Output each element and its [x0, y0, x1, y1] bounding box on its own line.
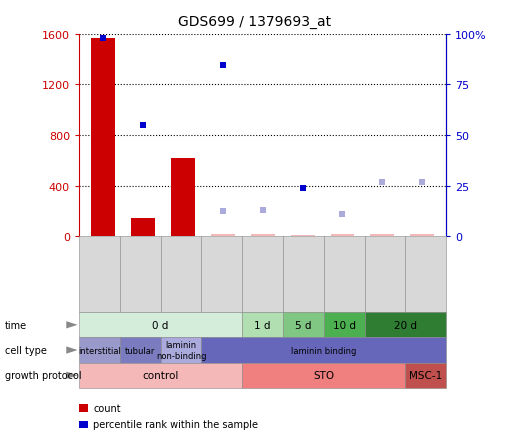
Text: time: time — [5, 320, 27, 330]
Bar — [171, 158, 194, 237]
Text: interstitial: interstitial — [78, 346, 121, 355]
Bar — [330, 235, 354, 237]
Text: laminin binding: laminin binding — [291, 346, 356, 355]
Text: 5 d: 5 d — [295, 320, 311, 330]
Text: control: control — [142, 371, 179, 380]
Text: percentile rank within the sample: percentile rank within the sample — [93, 420, 258, 429]
Text: 10 d: 10 d — [332, 320, 355, 330]
Text: count: count — [93, 403, 121, 413]
Text: growth protocol: growth protocol — [5, 371, 81, 380]
Text: 20 d: 20 d — [393, 320, 416, 330]
Text: laminin
non-binding: laminin non-binding — [155, 341, 206, 360]
Polygon shape — [66, 347, 77, 354]
Text: GDS699 / 1379693_at: GDS699 / 1379693_at — [178, 15, 331, 29]
Text: cell type: cell type — [5, 345, 47, 355]
Text: MSC-1: MSC-1 — [408, 371, 442, 380]
Bar — [250, 235, 274, 237]
Bar — [410, 234, 434, 237]
Bar — [290, 235, 314, 237]
Polygon shape — [66, 322, 77, 329]
Text: 1 d: 1 d — [254, 320, 270, 330]
Bar — [91, 39, 115, 237]
Polygon shape — [66, 372, 77, 379]
Text: tubular: tubular — [125, 346, 155, 355]
Text: STO: STO — [313, 371, 334, 380]
Text: 0 d: 0 d — [152, 320, 168, 330]
Bar — [370, 234, 393, 237]
Bar — [131, 218, 155, 237]
Bar — [210, 234, 234, 237]
